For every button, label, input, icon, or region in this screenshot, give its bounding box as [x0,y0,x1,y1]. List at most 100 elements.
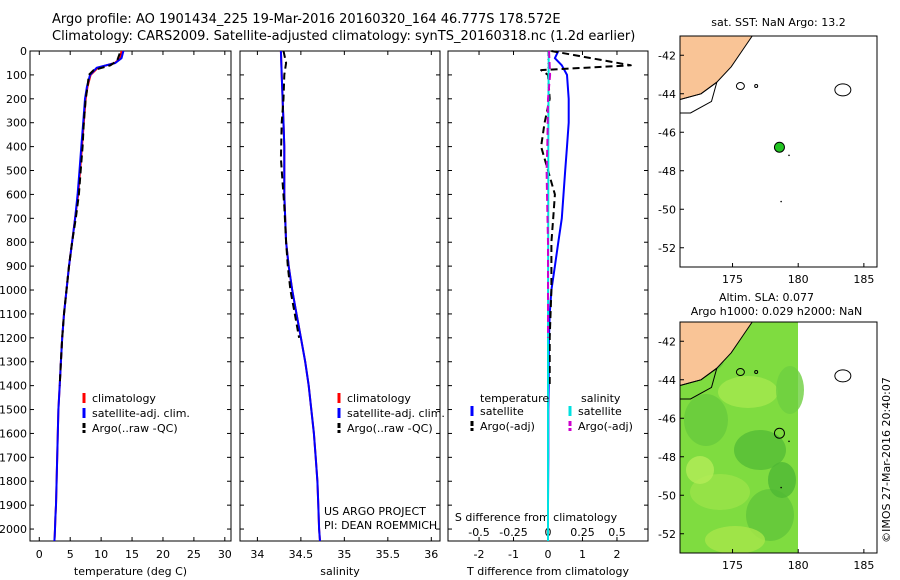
depth-tick-label: 1600 [0,427,27,440]
sla-map-ytick-label: -44 [658,374,676,387]
sla-anomaly-patch [734,430,786,470]
sla-anomaly-patch [746,489,794,541]
temperature-xtick-label: 0 [36,548,43,561]
depth-tick-label: 100 [6,69,27,82]
argo-float-marker [773,141,785,153]
shelf-contour [680,80,718,114]
legend-label: Argo(..raw -QC) [347,422,433,435]
salinity-xtick-label: 34 [250,548,264,561]
temperature-xlabel: temperature (deg C) [74,565,187,578]
depth-tick-label: 1300 [0,356,27,369]
depth-tick-label: 700 [6,212,27,225]
depth-tick-label: 300 [6,117,27,130]
difference-top-xtick-label: 0.5 [608,526,626,539]
depth-tick-label: 2000 [0,523,27,536]
imos-credit: ©IMOS 27-Mar-2016 20:40:07 [880,377,893,543]
legend-label: satellite [578,405,622,418]
depth-tick-label: 1500 [0,404,27,417]
legend-label: satellite-adj. clim. [92,407,190,420]
legend-header-temperature: temperature [480,392,549,405]
depth-tick-label: 1200 [0,332,27,345]
sla-map-xtick-label: 175 [722,559,743,572]
island-contour [754,84,759,89]
island-contour [735,82,745,91]
sst-map-frame [679,35,878,268]
difference-series-line [540,50,632,386]
argo-float-marker [773,427,785,439]
sla-anomaly-patch [705,526,765,553]
temperature-xtick-label: 25 [187,548,201,561]
depth-tick-label: 1400 [0,380,27,393]
difference-top-xtick-label: 0.25 [570,526,595,539]
legend-label: Argo(-adj) [578,420,633,433]
sla-map-title-line1: Altim. SLA: 0.077 [719,291,814,304]
sla-map-xtick-label: 185 [853,559,874,572]
salinity-xtick-label: 35.5 [376,548,401,561]
difference-top-xtick-label: -0.5 [468,526,489,539]
shelf-contour [680,366,718,400]
difference-top-xtick-label: -0.25 [499,526,527,539]
depth-tick-label: 0 [20,45,27,58]
salinity-plot-frame [239,50,441,542]
pi-label: PI: DEAN ROEMMICH [324,519,437,532]
sst-map-ytick-label: -48 [658,165,676,178]
chatham-islands [834,369,852,383]
depth-tick-label: 1100 [0,308,27,321]
sst-map-ytick-label: -52 [658,242,676,255]
sla-map-ytick-label: -48 [658,451,676,464]
sla-anomaly-patch [776,366,804,414]
difference-series-line [545,50,552,338]
sst-map-xtick-label: 180 [788,273,809,286]
sla-map-ytick-label: -50 [658,489,676,502]
salinity-xlabel: salinity [320,565,360,578]
sla-anomaly-patch [768,462,796,498]
depth-tick-label: 400 [6,141,27,154]
difference-xtick-label: -2 [474,548,485,561]
sla-anomaly-patch [684,394,728,446]
salinity-xtick-label: 34.5 [289,548,314,561]
sst-map-ytick-label: -44 [658,88,676,101]
sst-map-xtick-label: 175 [722,273,743,286]
temperature-xtick-label: 30 [218,548,232,561]
sla-map-xtick-label: 180 [788,559,809,572]
difference-xlabel: T difference from climatology [466,565,629,578]
temperature-xtick-label: 10 [94,548,108,561]
legend-label: climatology [347,392,411,405]
sst-map-content [680,36,877,267]
difference-xtick-label: 0 [545,548,552,561]
salinity-xtick-label: 36 [424,548,438,561]
temperature-xtick-label: 15 [125,548,139,561]
sst-map-ytick-label: -50 [658,203,676,216]
sla-map-content [680,322,877,553]
chatham-islands [834,83,852,97]
legend-label: climatology [92,392,156,405]
sst-map-ytick-label: -46 [658,126,676,139]
temperature-series-line [58,53,121,386]
island-dot [788,440,790,443]
depth-tick-label: 1000 [0,284,27,297]
salinity-xtick-label: 35 [337,548,351,561]
temperature-xtick-label: 5 [67,548,74,561]
difference-xtick-label: 1 [579,548,586,561]
depth-tick-label: 1800 [0,475,27,488]
island-contour [735,368,745,377]
difference-xtick-label: -1 [508,548,519,561]
difference-xlabel-top: S difference from climatology [455,511,618,524]
salinity-series-line [279,50,321,542]
legend-label: Argo(..raw -QC) [92,422,178,435]
sla-map-ytick-label: -52 [658,528,676,541]
island-contour [754,370,759,375]
island-dot [780,486,782,489]
sla-map-title-line2: Argo h1000: 0.029 h2000: NaN [691,305,863,318]
depth-tick-label: 200 [6,93,27,106]
project-label: US ARGO PROJECT [324,505,426,518]
temperature-xtick-label: 20 [156,548,170,561]
legend-label: satellite-adj. clim. [347,407,445,420]
island-dot [780,200,782,203]
depth-tick-label: 1700 [0,451,27,464]
depth-tick-label: 500 [6,165,27,178]
legend-label: Argo(-adj) [480,420,535,433]
sla-map-ytick-label: -46 [658,412,676,425]
difference-xtick-label: 2 [613,548,620,561]
